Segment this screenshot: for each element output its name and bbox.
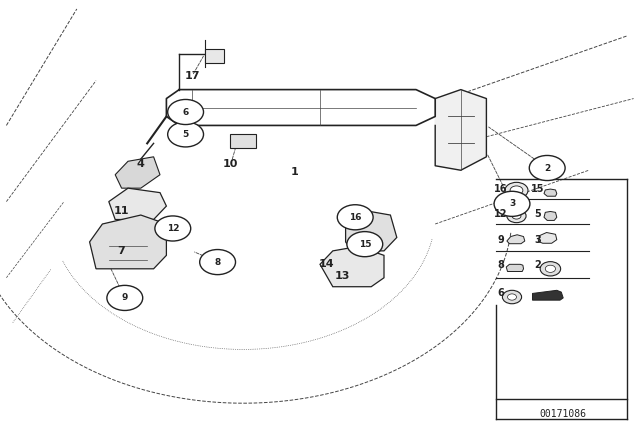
Text: 10: 10 — [223, 159, 238, 168]
Circle shape — [200, 250, 236, 275]
Polygon shape — [346, 211, 397, 251]
Circle shape — [512, 213, 521, 219]
Polygon shape — [115, 157, 160, 188]
Circle shape — [337, 205, 373, 230]
Text: 7: 7 — [118, 246, 125, 256]
Text: 9: 9 — [122, 293, 128, 302]
Polygon shape — [544, 211, 557, 220]
Polygon shape — [435, 90, 486, 170]
Text: 8: 8 — [498, 260, 504, 270]
Polygon shape — [320, 246, 384, 287]
Text: 14: 14 — [319, 259, 334, 269]
Polygon shape — [532, 290, 563, 300]
Circle shape — [545, 265, 556, 272]
Polygon shape — [230, 134, 256, 148]
Circle shape — [494, 191, 530, 216]
Text: 4: 4 — [137, 159, 145, 168]
Polygon shape — [90, 215, 166, 269]
Circle shape — [347, 232, 383, 257]
Text: 15: 15 — [531, 184, 545, 194]
Text: 17: 17 — [184, 71, 200, 81]
Polygon shape — [205, 49, 224, 63]
Circle shape — [507, 209, 526, 223]
Text: 3: 3 — [534, 235, 541, 245]
Circle shape — [155, 216, 191, 241]
Polygon shape — [538, 233, 557, 243]
Text: 11: 11 — [114, 206, 129, 215]
Circle shape — [505, 182, 528, 198]
Circle shape — [502, 290, 522, 304]
Text: 6: 6 — [498, 288, 504, 298]
Text: 13: 13 — [335, 271, 350, 280]
Circle shape — [529, 155, 565, 181]
Text: 2: 2 — [534, 260, 541, 270]
Text: 9: 9 — [498, 235, 504, 245]
Text: 6: 6 — [182, 108, 189, 116]
Text: 5: 5 — [182, 130, 189, 139]
Text: 2: 2 — [544, 164, 550, 172]
Text: 16: 16 — [494, 184, 508, 194]
Polygon shape — [166, 90, 435, 125]
Polygon shape — [544, 189, 557, 196]
Text: 16: 16 — [349, 213, 362, 222]
Text: 3: 3 — [509, 199, 515, 208]
Circle shape — [540, 262, 561, 276]
Polygon shape — [109, 188, 166, 220]
Text: 1: 1 — [291, 168, 298, 177]
Polygon shape — [507, 235, 525, 244]
Text: 15: 15 — [358, 240, 371, 249]
Circle shape — [107, 285, 143, 310]
Circle shape — [168, 99, 204, 125]
Polygon shape — [506, 264, 524, 271]
Text: 8: 8 — [214, 258, 221, 267]
Text: 12: 12 — [166, 224, 179, 233]
Text: 00171086: 00171086 — [540, 409, 587, 419]
Circle shape — [168, 122, 204, 147]
Circle shape — [508, 294, 516, 300]
Text: 5: 5 — [534, 209, 541, 219]
Circle shape — [510, 186, 523, 195]
Text: 12: 12 — [494, 209, 508, 219]
